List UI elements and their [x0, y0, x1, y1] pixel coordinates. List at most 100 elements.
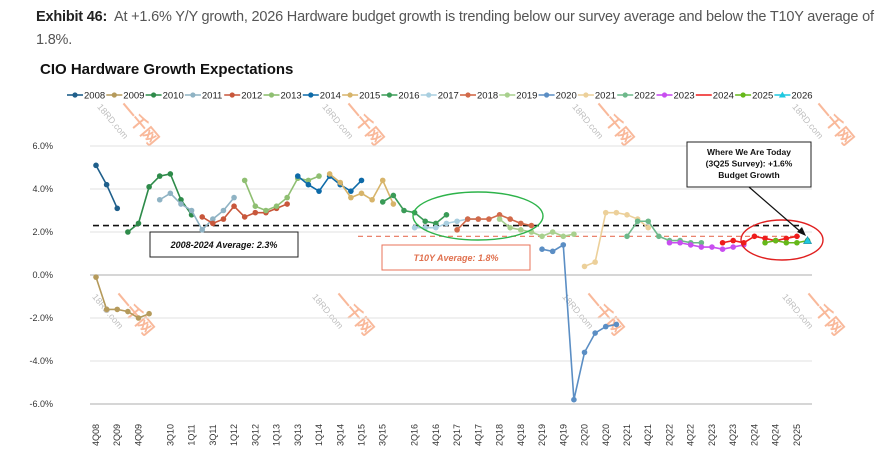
data-point — [316, 188, 322, 194]
exhibit-text: At +1.6% Y/Y growth, 2026 Hardware budge… — [36, 9, 874, 48]
legend-marker — [190, 92, 196, 98]
data-point — [613, 209, 620, 216]
data-point — [507, 216, 513, 222]
data-point — [220, 207, 227, 214]
data-point — [210, 220, 216, 227]
callout-text: Where We Are Today — [707, 147, 791, 157]
data-point — [634, 218, 641, 225]
callout-text: Budget Growth — [718, 170, 779, 180]
data-point — [794, 233, 800, 240]
legend-marker — [740, 92, 746, 98]
data-point — [294, 173, 301, 179]
data-point — [390, 192, 397, 199]
series-2011 — [156, 190, 237, 233]
callout-box — [686, 141, 812, 188]
data-point — [592, 259, 598, 265]
y-tick-label: -4.0% — [29, 356, 53, 366]
exhibit-caption: Exhibit 46: At +1.6% Y/Y growth, 2026 Ha… — [36, 6, 876, 52]
data-point — [687, 242, 694, 248]
data-point — [241, 177, 248, 184]
legend-marker — [347, 92, 353, 98]
data-point — [496, 216, 503, 222]
data-point — [93, 274, 99, 280]
legend-item-2010: 2010 — [145, 91, 184, 102]
legend-label: 2016 — [398, 91, 419, 102]
data-point — [719, 246, 726, 252]
data-point — [188, 207, 195, 214]
data-point — [93, 162, 99, 169]
data-point — [549, 248, 556, 255]
data-point — [783, 239, 790, 246]
legend-item-2025: 2025 — [735, 91, 773, 102]
legend-marker — [386, 92, 392, 98]
x-tick-label: 2Q23 — [707, 424, 717, 446]
x-tick-label: 3Q12 — [250, 424, 260, 446]
x-tick-label: 1Q13 — [272, 424, 282, 446]
data-point — [719, 239, 726, 246]
legend-label: 2025 — [752, 91, 773, 102]
x-tick-label: 4Q17 — [473, 424, 483, 446]
data-point — [284, 201, 290, 207]
legend-item-2022: 2022 — [617, 91, 655, 102]
x-tick-label: 4Q19 — [558, 424, 568, 446]
legend-label: 2023 — [674, 91, 695, 102]
data-point — [762, 239, 768, 246]
chart-title: CIO Hardware Growth Expectations — [40, 61, 294, 78]
data-point — [390, 201, 397, 207]
data-point — [751, 233, 758, 240]
x-tick-label: 1Q15 — [357, 424, 367, 446]
legend-marker — [504, 92, 510, 98]
data-point — [560, 233, 567, 240]
data-point — [443, 212, 450, 218]
legend-item-2012: 2012 — [224, 91, 262, 102]
data-point — [358, 190, 365, 197]
highlight-ellipse-red — [740, 219, 824, 261]
legend-label: 2010 — [163, 91, 184, 102]
legend-item-2013: 2013 — [263, 91, 302, 102]
highlight-ellipse-green — [412, 191, 544, 241]
legend-label: 2026 — [791, 91, 812, 102]
data-point — [305, 177, 312, 184]
data-point — [518, 227, 524, 233]
legend-label: 2020 — [556, 91, 577, 102]
legend-item-2023: 2023 — [656, 91, 695, 102]
data-point — [518, 220, 524, 227]
data-point — [571, 231, 577, 237]
legend-item-2018: 2018 — [460, 91, 498, 102]
data-point — [464, 216, 471, 222]
data-point — [210, 216, 216, 222]
data-point — [645, 218, 652, 225]
data-point — [571, 396, 577, 403]
data-point — [103, 306, 110, 313]
data-point — [645, 224, 652, 231]
legend-item-2017: 2017 — [420, 91, 459, 102]
legend-item-2015: 2015 — [342, 91, 380, 102]
y-tick-label: -2.0% — [29, 313, 53, 323]
x-tick-label: 2Q18 — [495, 424, 505, 446]
data-point — [666, 239, 673, 246]
x-tick-label: 1Q11 — [187, 424, 197, 445]
callout-arrow — [748, 186, 803, 234]
data-point — [273, 203, 280, 209]
data-point — [156, 196, 163, 203]
data-point — [178, 196, 184, 203]
x-tick-label: 4Q23 — [728, 424, 738, 446]
data-point — [326, 171, 333, 177]
data-point — [199, 227, 205, 233]
data-point — [496, 212, 503, 218]
data-point — [379, 199, 386, 205]
legend-marker — [465, 92, 471, 98]
t10y-average-label: T10Y Average: 1.8% — [413, 253, 498, 263]
data-point — [379, 177, 386, 184]
data-point — [730, 244, 736, 250]
data-point — [252, 209, 259, 216]
legend-item-2020: 2020 — [538, 91, 577, 102]
data-point — [730, 237, 736, 244]
series-2026 — [803, 235, 813, 244]
data-point — [114, 205, 121, 212]
legend-label: 2014 — [320, 91, 341, 102]
data-point — [146, 310, 152, 317]
